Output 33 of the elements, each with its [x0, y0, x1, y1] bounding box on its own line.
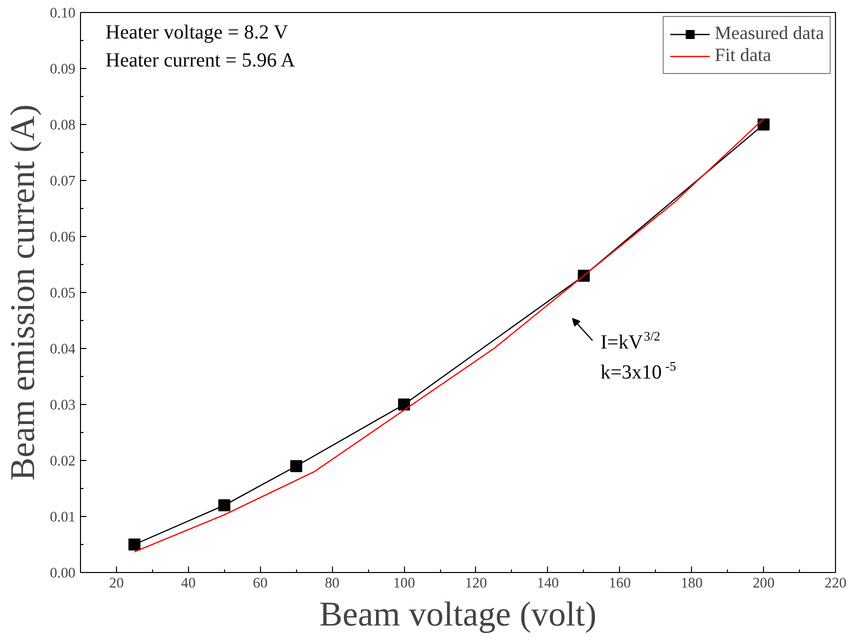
x-tick-label: 20	[109, 576, 124, 592]
x-tick-label: 40	[181, 576, 196, 592]
point	[758, 118, 770, 130]
y-tick-label: 0.03	[50, 398, 76, 414]
y-tick-label: 0.05	[50, 286, 76, 302]
point	[398, 398, 410, 410]
y-tick-label: 0.06	[50, 230, 76, 246]
x-tick-label: 160	[608, 576, 631, 592]
x-axis-title: Beam voltage (volt)	[319, 596, 597, 634]
y-axis-title: Beam emission current (A)	[4, 104, 42, 481]
legend-label: Measured data	[714, 23, 824, 45]
x-tick-label: 60	[252, 576, 268, 592]
x-tick-label: 200	[752, 576, 775, 592]
y-tick-label: 0.01	[50, 510, 76, 526]
point	[128, 538, 140, 550]
y-tick-label: 0.04	[50, 342, 76, 358]
y-tick-label: 0.08	[50, 118, 76, 134]
x-tick-label: 80	[324, 576, 340, 592]
y-tick-label: 0.02	[50, 454, 76, 470]
x-tick-label: 220	[824, 576, 846, 592]
y-tick-label: 0.00	[50, 566, 76, 582]
point	[218, 499, 230, 512]
annotation: Heater voltage = 8.2 V	[106, 22, 289, 44]
annotation: Heater current = 5.96 A	[106, 50, 296, 72]
point	[290, 460, 302, 472]
y-tick-label: 0.07	[50, 174, 76, 190]
x-tick-label: 180	[680, 576, 703, 592]
x-tick-label: 120	[464, 576, 487, 592]
legend-label: Fit data	[714, 45, 772, 67]
x-tick-label: 140	[536, 576, 559, 592]
y-tick-label: 0.10	[50, 6, 76, 22]
x-tick-label: 100	[393, 576, 416, 592]
y-tick-label: 0.09	[50, 62, 76, 78]
